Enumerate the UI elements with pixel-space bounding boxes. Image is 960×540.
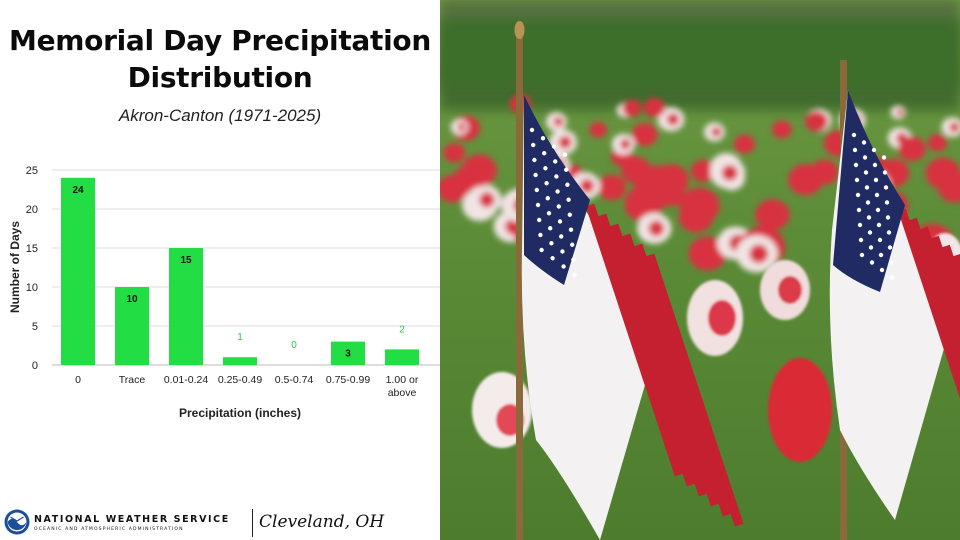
footer: NATIONAL WEATHER SERVICE OCEANIC AND ATM…	[0, 505, 440, 540]
y-axis-ticks: 0 5 10 15 20 25	[26, 165, 38, 372]
american-flags-and-flowers-photo	[440, 0, 960, 540]
x-tick-label: Trace	[119, 374, 146, 386]
y-tick-label: 25	[26, 165, 38, 177]
x-tick-label: 0	[75, 374, 81, 386]
page-title: Memorial Day Precipitation Distribution	[9, 24, 431, 94]
y-tick-label: 20	[26, 204, 38, 216]
agency-subtitle: OCEANIC AND ATMOSPHERIC ADMINISTRATION	[34, 527, 184, 532]
bar	[115, 287, 149, 365]
footer-divider	[252, 509, 253, 537]
x-axis-label: Precipitation (inches)	[179, 406, 301, 420]
y-tick-label: 0	[32, 360, 38, 372]
y-tick-label: 15	[26, 243, 38, 255]
data-label: 2	[399, 324, 405, 335]
bar	[385, 349, 419, 365]
data-label: 1	[237, 332, 243, 343]
y-tick-label: 5	[32, 321, 38, 333]
data-label: 24	[72, 185, 84, 196]
bar	[169, 248, 203, 365]
noaa-logo-icon	[4, 509, 30, 535]
x-axis-ticks: 0 Trace 0.01-0.24 0.25-0.49 0.5-0.74 0.75-0.9…	[75, 374, 419, 399]
bar	[61, 177, 95, 365]
x-tick-label: 0.5-0.74	[275, 374, 314, 386]
office-name: Cleveland, OH	[259, 512, 385, 532]
page-subtitle: Akron-Canton (1971-2025)	[118, 106, 322, 125]
bar	[331, 341, 365, 365]
x-tick-label: 0.75-0.99	[326, 374, 371, 386]
data-label: 3	[345, 349, 351, 360]
agency-name: NATIONAL WEATHER SERVICE	[34, 514, 230, 525]
grid-lines	[52, 169, 440, 366]
x-tick-label: 0.01-0.24	[164, 374, 209, 386]
x-tick-label: 0.25-0.49	[218, 374, 263, 386]
photo-illustration	[440, 0, 960, 540]
chart-panel: Memorial Day Precipitation Distribution …	[0, 0, 440, 540]
data-label: 0	[291, 340, 297, 351]
data-label: 10	[126, 294, 138, 305]
y-axis-label: Number of Days	[8, 221, 22, 313]
y-tick-label: 10	[26, 282, 38, 294]
data-label: 15	[180, 255, 192, 266]
bar	[223, 357, 257, 365]
x-tick-label: 1.00 or above	[386, 374, 419, 399]
